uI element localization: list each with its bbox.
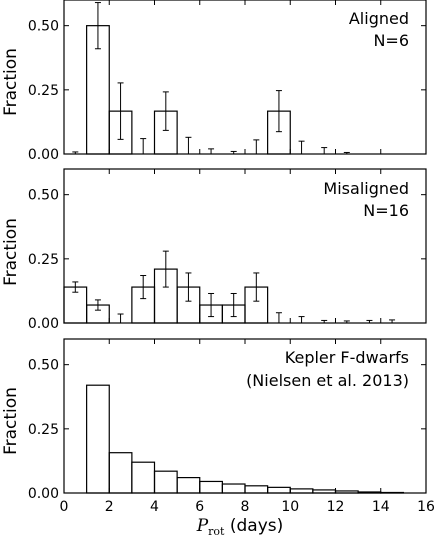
histogram-bar <box>244 485 269 494</box>
panel-misaligned: Fraction Misaligned N=16 0.00 0.25 0.50 <box>1 168 427 332</box>
error-bar <box>162 250 169 288</box>
y-tick-label: 0.25 <box>28 422 59 438</box>
error-bar <box>275 90 282 133</box>
histogram-bar <box>131 461 156 494</box>
y-axis-label: Fraction <box>1 387 21 455</box>
error-bar <box>94 299 101 311</box>
y-tick-label: 0.50 <box>28 19 59 35</box>
y-tick-label: 0.00 <box>28 147 59 163</box>
x-tick-label: 16 <box>417 499 435 515</box>
panel-annotation-line2: (Nielsen et al. 2013) <box>246 371 409 390</box>
error-bar <box>298 316 305 323</box>
x-tick-label: 12 <box>327 499 345 515</box>
y-tick-label: 0.00 <box>28 486 59 502</box>
panel-kepler: Fraction Kepler F-dwarfs (Nielsen et al.… <box>1 338 435 515</box>
x-tick-label: 8 <box>241 499 250 515</box>
x-tick-label: 4 <box>150 499 159 515</box>
panel-annotation-line2: N=6 <box>373 31 409 50</box>
x-axis-label-unit: (days) <box>224 516 283 536</box>
histogram-bar <box>199 480 223 494</box>
histogram-bar <box>289 488 314 494</box>
error-bar <box>140 138 147 154</box>
error-bar <box>208 292 215 318</box>
x-tick-label: 6 <box>195 499 204 515</box>
panel-annotation-line1: Misaligned <box>323 179 409 198</box>
x-axis-label-symbol: P <box>196 516 209 536</box>
error-bar <box>298 140 305 154</box>
x-axis-label-subscript: rot <box>208 525 225 538</box>
error-bar <box>94 2 101 50</box>
error-bar <box>117 82 124 140</box>
error-bar <box>162 91 169 131</box>
histogram-bar <box>108 452 133 494</box>
error-bar <box>208 148 215 154</box>
histogram-bar <box>221 483 246 494</box>
x-axis-label: Prot (days) <box>196 516 284 538</box>
panel-annotation-line1: Aligned <box>349 9 409 28</box>
error-bar <box>275 312 282 323</box>
panel-aligned: Fraction Aligned N=6 0.00 0.25 0.50 <box>1 0 427 163</box>
error-bar <box>230 292 237 318</box>
y-tick-label: 0.25 <box>28 83 59 99</box>
error-bar <box>185 272 192 302</box>
y-tick-label: 0.50 <box>28 188 59 204</box>
panel-annotation-line2: N=16 <box>363 201 409 220</box>
error-bar <box>185 136 192 154</box>
histogram-bar <box>86 384 110 494</box>
y-tick-label: 0.25 <box>28 252 59 268</box>
x-tick-label: 0 <box>60 499 69 515</box>
histogram-bar <box>176 477 201 494</box>
error-bar <box>321 147 328 154</box>
histogram-bar <box>267 486 291 494</box>
x-tick-label: 10 <box>281 499 299 515</box>
x-tick-label: 14 <box>372 499 390 515</box>
error-bar <box>140 275 147 300</box>
error-bar <box>253 139 260 154</box>
x-tick-label: 2 <box>105 499 114 515</box>
error-bar <box>117 313 124 323</box>
y-axis-label: Fraction <box>1 48 21 116</box>
panel-annotation-line1: Kepler F-dwarfs <box>285 348 409 367</box>
y-axis-label: Fraction <box>1 218 21 286</box>
error-bar <box>253 272 260 302</box>
error-bar <box>72 281 79 293</box>
y-tick-label: 0.00 <box>28 316 59 332</box>
y-tick-label: 0.50 <box>28 358 59 374</box>
histogram-bar <box>153 470 178 494</box>
